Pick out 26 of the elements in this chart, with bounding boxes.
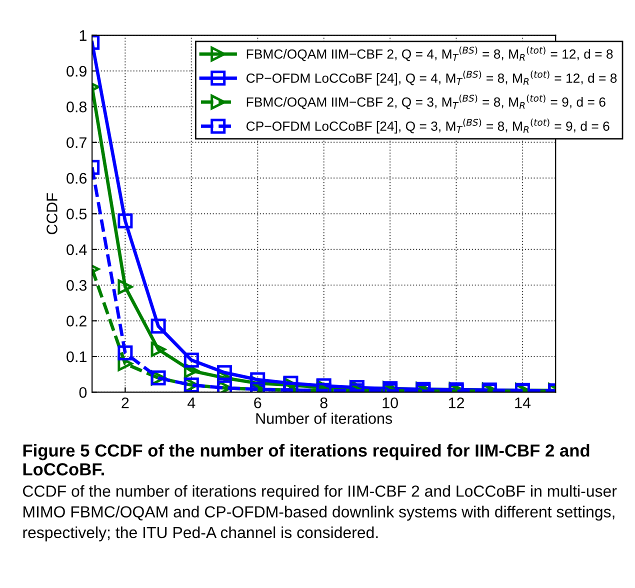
x-tick-label: 12 <box>448 397 464 408</box>
x-tick-label: 14 <box>515 398 531 408</box>
y-tick-label: 0 <box>79 387 87 398</box>
y-tick-label: 0.7 <box>66 137 86 148</box>
x-tick-label: 10 <box>382 397 398 408</box>
y-tick-label: 0.9 <box>66 66 86 77</box>
text: CCDF of the number of iterations required for IIM-CBF 2 and LoCCoBF in multi-user MIMO FBMC/OQAM and CP-OFDM-based downlink systems with different settings, respectively; the ITU Ped-A channel is considered. <box>23 485 617 542</box>
y-tick-label: 0.3 <box>66 280 87 291</box>
x-tick-label: 6 <box>254 397 262 408</box>
x-tick-label: 4 <box>188 398 196 408</box>
caption: Figure 5 CCDF of the number of iterations required for IIM-CBF 2 and LoCCoBF. <box>23 444 590 476</box>
x-tick-label: 8 <box>320 397 328 408</box>
y-tick-label: 0.2 <box>66 316 86 326</box>
x-tick-label: 2 <box>122 397 129 408</box>
y-tick-label: 0.8 <box>66 102 87 112</box>
y-axis-title: CCDF <box>46 193 58 234</box>
y-tick-label: 0.5 <box>66 208 87 220</box>
x-axis-title: Number of iterations <box>256 412 392 424</box>
legend-label: FBMC/OQAM IIM−CBF 2, Q = 3, M$_{T}$$^{(BS)}$ = 8, M$_{R}$$^{(tot)}$ = 9, d = 6 <box>246 94 606 110</box>
y-tick-label: 0.1 <box>66 351 86 362</box>
legend-label: CP−OFDM LoCCoBF [24], Q = 3, M$_{T}$$^{(BS)}$ = 8, M$_{R}$$^{(tot)}$ = 9, d = 6 <box>246 118 610 134</box>
legend-label: FBMC/OQAM IIM−CBF 2, Q = 4, M$_{T}$$^{(BS)}$ = 8, M$_{R}$$^{(tot)}$ = 12, d = 8 <box>246 46 613 62</box>
y-tick-label: 1 <box>80 30 86 41</box>
legend-label: CP−OFDM LoCCoBF [24], Q = 4, M$_{T}$$^{(BS)}$ = 8, M$_{R}$$^{(tot)}$ = 12, d = 8 <box>246 70 617 86</box>
y-tick-label: 0.6 <box>66 172 87 184</box>
y-tick-label: 0.4 <box>66 244 87 256</box>
